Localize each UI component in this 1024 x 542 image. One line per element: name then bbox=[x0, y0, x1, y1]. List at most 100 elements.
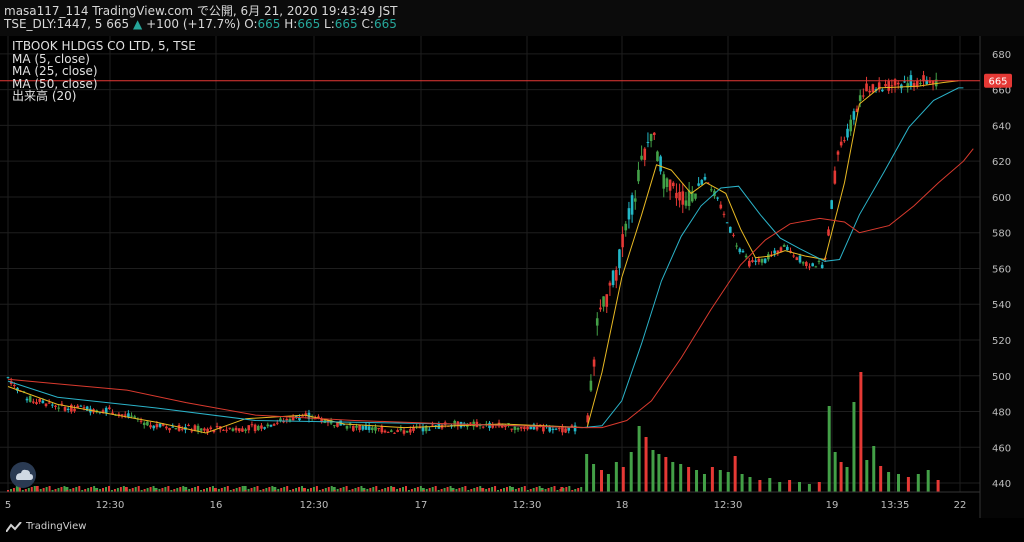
candle-body bbox=[272, 424, 276, 426]
candle-body bbox=[228, 427, 232, 429]
candle-body bbox=[275, 422, 279, 424]
volume-bar bbox=[416, 487, 419, 492]
candle-body bbox=[808, 266, 811, 268]
high-value: 665 bbox=[297, 17, 321, 31]
volume-bar bbox=[24, 489, 27, 492]
volume-bar bbox=[473, 488, 476, 492]
volume-bar bbox=[63, 486, 66, 492]
volume-bar bbox=[407, 490, 410, 492]
candle-body bbox=[405, 430, 409, 433]
candle-body bbox=[792, 255, 795, 257]
volume-bar bbox=[259, 490, 262, 492]
volume-bar bbox=[413, 488, 416, 492]
volume-bar bbox=[644, 437, 648, 492]
candle-body bbox=[241, 428, 244, 432]
volume-bar bbox=[517, 488, 520, 492]
volume-bar bbox=[491, 487, 494, 492]
candle-body bbox=[611, 270, 615, 286]
tradingview-logo: TradingView bbox=[6, 521, 86, 532]
candle-body bbox=[763, 258, 767, 263]
volume-bar bbox=[458, 488, 461, 492]
candle-body bbox=[830, 200, 833, 209]
volume-bar bbox=[511, 490, 514, 492]
candle-body bbox=[149, 425, 152, 428]
volume-bar bbox=[384, 488, 387, 492]
x-tick-label: 19 bbox=[826, 500, 839, 511]
candle-body bbox=[709, 189, 713, 191]
volume-bar bbox=[315, 486, 318, 492]
candle-body bbox=[922, 75, 925, 82]
candle-body bbox=[434, 425, 437, 427]
candle-body bbox=[627, 208, 631, 220]
volume-bar bbox=[778, 482, 782, 492]
volume-bar bbox=[926, 470, 930, 492]
candle-body bbox=[573, 425, 577, 432]
volume-bar bbox=[740, 474, 744, 492]
candle-body bbox=[665, 178, 669, 188]
y-tick-label: 560 bbox=[992, 264, 1011, 275]
y-tick-label: 640 bbox=[992, 121, 1011, 132]
candle-body bbox=[28, 396, 32, 402]
candle-body bbox=[117, 414, 121, 416]
candle-body bbox=[120, 414, 124, 416]
volume-bar bbox=[27, 488, 30, 492]
price-change: +100 (+17.7%) bbox=[146, 17, 241, 31]
volume-bar bbox=[235, 488, 238, 492]
volume-bar bbox=[324, 488, 327, 492]
volume-bar bbox=[205, 488, 208, 492]
tradingview-cloud-icon[interactable] bbox=[10, 462, 36, 488]
price-chart[interactable]: 680 660 640 620 600 580 560 540 520 500 480 460 440 5… bbox=[0, 36, 1024, 518]
volume-bar bbox=[562, 488, 565, 492]
volume-bar bbox=[807, 484, 811, 492]
volume-bar bbox=[330, 486, 333, 492]
volume-bar bbox=[170, 490, 173, 492]
candle-body bbox=[196, 425, 200, 432]
volume-bar bbox=[671, 462, 675, 492]
volume-bar bbox=[75, 487, 78, 492]
volume-bar bbox=[280, 488, 283, 492]
candle-body bbox=[884, 84, 887, 87]
volume-bar bbox=[606, 474, 610, 492]
volume-bar bbox=[238, 487, 241, 492]
candle-body bbox=[203, 428, 206, 431]
candle-body bbox=[839, 141, 843, 146]
candle-body bbox=[896, 82, 900, 85]
candle-body bbox=[171, 426, 175, 428]
volume-bar bbox=[122, 486, 125, 492]
volume-bar bbox=[113, 489, 116, 492]
volume-bar bbox=[18, 486, 21, 492]
volume-bar bbox=[664, 457, 668, 492]
candle-body bbox=[735, 245, 738, 247]
volume-bar bbox=[289, 490, 292, 492]
y-tick-label: 480 bbox=[992, 408, 1011, 419]
volume-bar bbox=[449, 486, 452, 492]
volume-bar bbox=[879, 466, 883, 492]
candle-body bbox=[231, 428, 235, 431]
volume-bar bbox=[679, 464, 683, 492]
volume-bar bbox=[247, 489, 250, 492]
volume-bar bbox=[396, 489, 399, 492]
volume-bar bbox=[748, 477, 752, 492]
candle-body bbox=[500, 424, 504, 428]
volume-bar bbox=[514, 489, 517, 492]
volume-bar bbox=[9, 489, 12, 492]
candle-body bbox=[703, 176, 707, 180]
volume-bar bbox=[467, 490, 470, 492]
candle-body bbox=[862, 95, 865, 97]
volume-bar bbox=[494, 486, 497, 492]
candle-body bbox=[301, 415, 304, 417]
candle-body bbox=[744, 255, 748, 258]
volume-bar bbox=[57, 488, 60, 492]
candle-body bbox=[798, 255, 802, 263]
last-price-badge bbox=[984, 73, 1012, 88]
candle-body bbox=[567, 427, 571, 431]
volume-bar bbox=[161, 488, 164, 492]
volume-bar bbox=[295, 488, 298, 492]
candle-body bbox=[127, 413, 130, 417]
volume-bar bbox=[629, 452, 633, 492]
volume-bar bbox=[298, 487, 301, 492]
candle-body bbox=[44, 403, 48, 407]
candle-body bbox=[621, 234, 624, 248]
volume-bar bbox=[559, 489, 562, 492]
volume-bar bbox=[345, 486, 348, 492]
